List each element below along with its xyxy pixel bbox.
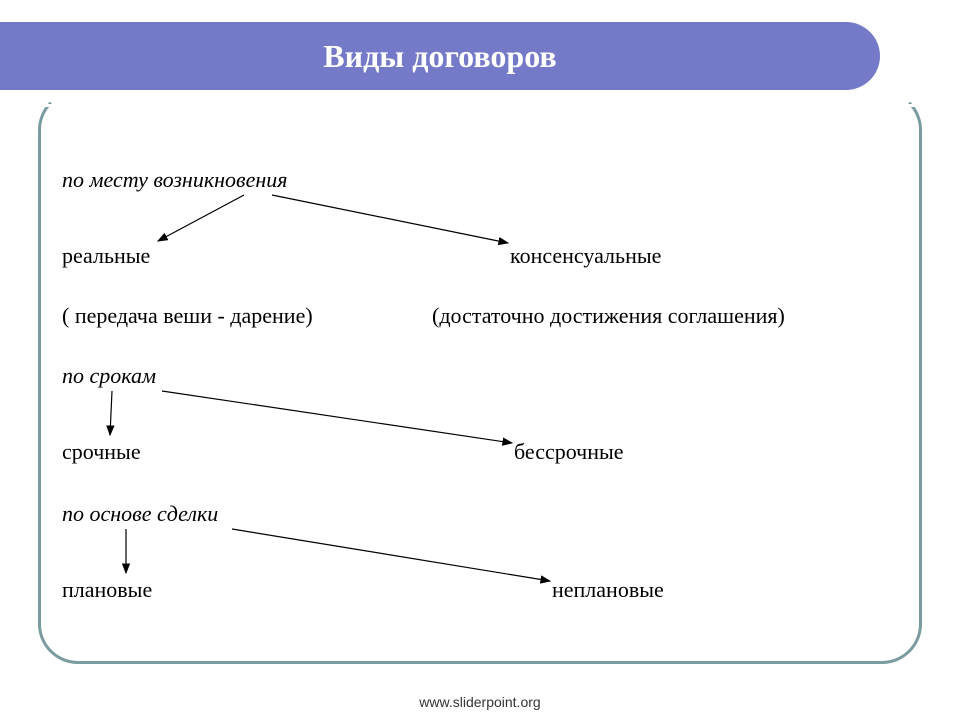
category-1-right-note: (достаточно достижения соглашения) (432, 303, 785, 329)
category-3-header: по основе сделки (62, 501, 218, 527)
page-title: Виды договоров (323, 38, 556, 75)
category-2-right: бессрочные (514, 439, 624, 465)
category-1-header: по месту возникновения (62, 167, 288, 193)
category-1-left-note: ( передача веши - дарение) (62, 303, 313, 329)
category-3-left: плановые (62, 577, 152, 603)
title-bar: Виды договоров (0, 22, 880, 90)
title-underline (45, 104, 915, 107)
category-2-header: по срокам (62, 363, 156, 389)
arrows-layer (62, 155, 922, 645)
category-1-left: реальные (62, 243, 150, 269)
category-1-right: консенсуальные (510, 243, 661, 269)
diagram-content: по месту возникновения реальные консенсу… (62, 155, 922, 645)
category-3-right: неплановые (552, 577, 664, 603)
footer-url: www.sliderpoint.org (0, 694, 960, 710)
category-2-left: срочные (62, 439, 141, 465)
